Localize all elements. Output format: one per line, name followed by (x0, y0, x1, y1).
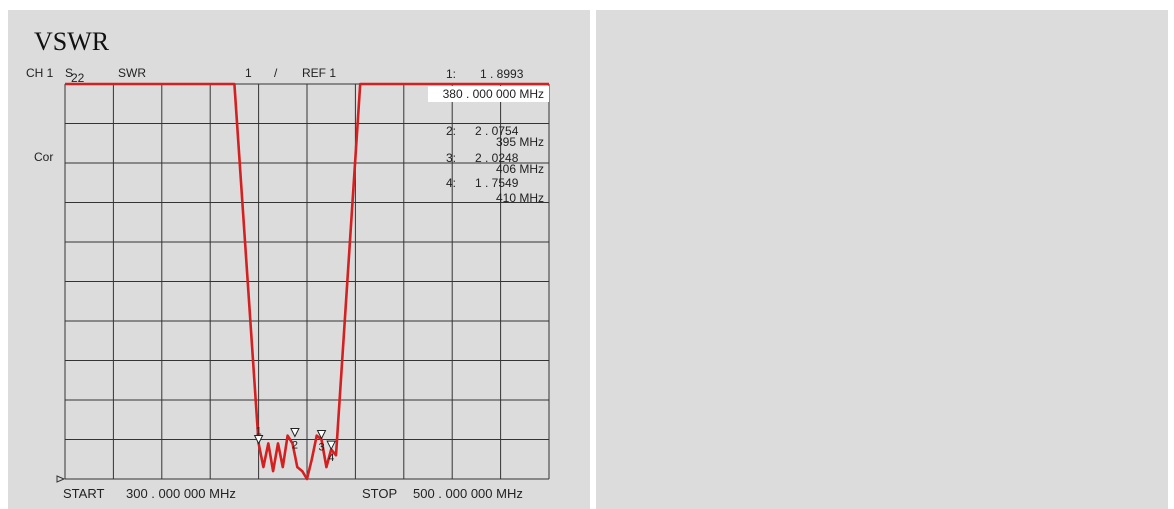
format-label: SWR (118, 66, 146, 80)
stop-label: STOP (362, 486, 397, 501)
marker-3-triangle-icon (316, 430, 327, 440)
plot-grid (64, 83, 550, 480)
marker-3-value: 2 . 0248 (475, 151, 519, 165)
marker-4-triangle-icon (326, 440, 337, 451)
marker-3-symbol-label: 3 (319, 442, 325, 454)
correction-label: Cor (34, 150, 53, 164)
s-parameter-label: S (65, 66, 73, 80)
channel-label: CH 1 (26, 66, 54, 80)
marker-symbols: 1 2 34 (253, 425, 337, 464)
marker-1-freq: 380 . 000 000 MHz (443, 87, 544, 101)
marker-1-symbol-label: 1 (256, 425, 262, 437)
marker-2-value: 2 . 0754 (475, 124, 519, 138)
stop-value: 500 . 000 000 MHz (413, 486, 523, 501)
marker-2-freq: 395 MHz (496, 135, 544, 149)
marker-4-symbol-label: 4 (328, 452, 334, 464)
marker-2-symbol-label: 2 (292, 440, 298, 452)
marker-2-triangle-icon (290, 428, 300, 438)
ref-label: REF 1 (302, 66, 336, 80)
marker-1-freq-box (428, 86, 549, 102)
marker-1-label: 1: (446, 67, 456, 81)
marker-2-label: 2: (446, 124, 456, 138)
marker-4-label: 4: (446, 176, 456, 190)
reference-arrow-icon (56, 475, 66, 483)
scale-slash: / (274, 66, 278, 80)
start-label: START (63, 486, 104, 501)
marker-3-label: 3: (446, 151, 456, 165)
trace-line (65, 82, 549, 481)
marker-1-value: 1 . 8993 (480, 67, 524, 81)
start-value: 300 . 000 000 MHz (126, 486, 236, 501)
page-title: VSWR (34, 27, 110, 56)
empty-panel (596, 10, 1168, 509)
trace-layer (65, 82, 549, 481)
s-parameter-subscript: 22 (71, 71, 85, 85)
marker-4-value: 1 . 7549 (475, 176, 519, 190)
marker-4-freq: 410 MHz (496, 191, 544, 205)
marker-3-freq: 406 MHz (496, 162, 544, 176)
marker-readouts: 1: 1 . 8993 380 . 000 000 MHz 2: 2 . 0754395… (428, 67, 549, 205)
marker-1-triangle-icon (253, 434, 264, 445)
scale-label: 1 (245, 66, 252, 80)
